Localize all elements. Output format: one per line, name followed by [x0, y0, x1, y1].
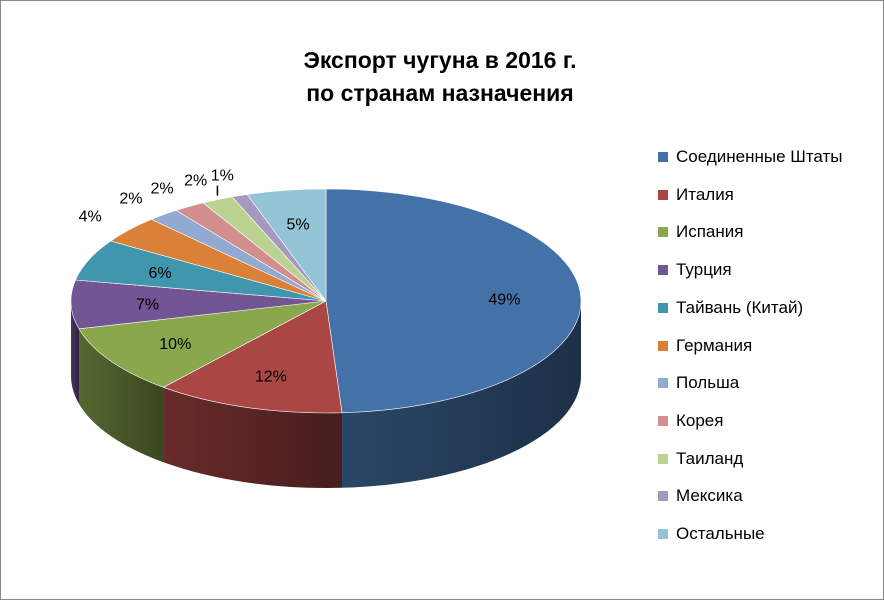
pie-slice-3: [78, 300, 327, 388]
chart-title-line-1: Экспорт чугуна в 2016 г.: [303, 47, 577, 73]
legend-label-9: Таиланд: [676, 448, 744, 468]
legend-label-11: Остальные: [676, 524, 765, 543]
legend-item-9: Таиланд: [658, 447, 743, 471]
pie-slice-2: [162, 300, 343, 414]
pie-slice-1: [325, 188, 582, 414]
legend-label-4: Турция: [676, 260, 732, 280]
data-label-slice-1: 49%: [488, 292, 520, 309]
legend-item-4: Турция: [658, 258, 732, 282]
data-label-slice-4: 7%: [136, 296, 159, 313]
legend-item-8: Корея: [658, 409, 723, 433]
legend-swatch-10: [658, 491, 668, 502]
legend-swatch-6: [658, 340, 668, 351]
legend-swatch-8: [658, 415, 668, 426]
pie-slice-4: [70, 279, 327, 330]
legend-label-8: Корея: [676, 410, 724, 430]
legend-item-6: Германия: [658, 334, 752, 358]
legend-label-6: Германия: [676, 335, 753, 355]
data-label-slice-3: 10%: [159, 336, 191, 353]
legend-label-5: Тайвань (Китай): [676, 297, 804, 317]
legend-label-10: Мексика: [676, 486, 743, 506]
legend-swatch-11: [658, 529, 668, 539]
legend-swatch-9: [658, 453, 668, 464]
data-label-slice-5: 6%: [148, 265, 171, 282]
legend-swatch-3: [658, 227, 668, 238]
chart-title: Экспорт чугуна в 2016 г. по странам назн…: [150, 44, 730, 110]
pie-side-slice-1: [342, 301, 581, 488]
legend-item-3: Испания: [658, 220, 743, 244]
legend-item-11: Остальные: [658, 522, 765, 546]
data-label-slice-10: 1%: [211, 168, 234, 185]
data-label-slice-7: 2%: [119, 190, 142, 207]
legend-swatch-7: [658, 378, 668, 389]
legend-item-10: Мексика: [658, 484, 743, 508]
data-label-slice-9: 2%: [184, 172, 207, 189]
data-label-slice-8: 2%: [150, 181, 173, 198]
pie-slice-11: [246, 188, 327, 302]
legend-label-7: Польша: [676, 373, 740, 393]
pie-side-slice-4: [71, 301, 80, 404]
legend-label-1: Соединенные Штаты: [676, 147, 843, 166]
legend-item-1: Соединенные Штаты: [658, 145, 843, 169]
data-label-slice-11: 5%: [287, 217, 310, 234]
legend-label-3: Испания: [676, 222, 744, 242]
pie-side-slice-3: [79, 328, 164, 463]
legend-swatch-2: [658, 189, 668, 200]
legend-item-7: Польша: [658, 371, 739, 395]
legend-swatch-4: [658, 265, 668, 276]
pie-top: [70, 188, 582, 414]
legend-label-2: Италия: [676, 184, 734, 204]
legend-swatch-5: [658, 302, 668, 313]
data-labels: 49%12%10%7%6%4%2%2% 2% 1%5%: [79, 168, 521, 386]
data-label-slice-2: 12%: [255, 369, 287, 386]
legend-item-2: Италия: [658, 183, 734, 207]
legend-item-5: Тайвань (Китай): [658, 296, 803, 320]
data-label-slice-6: 4%: [79, 208, 102, 225]
chart-title-line-2: по странам назначения: [306, 80, 574, 106]
legend-swatch-1: [658, 152, 668, 162]
